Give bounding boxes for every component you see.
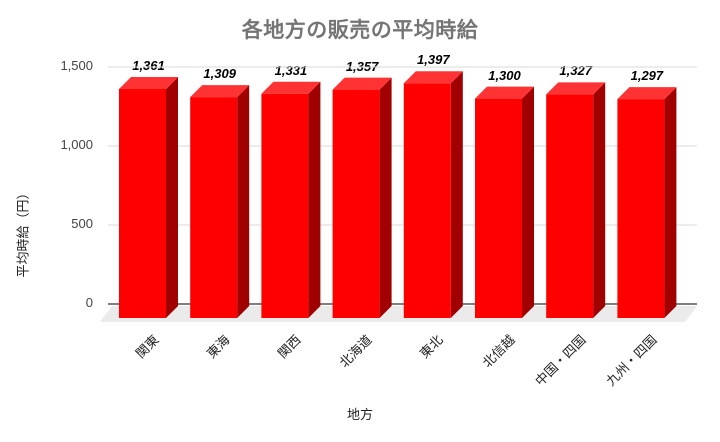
bar-value-label: 1,361	[132, 57, 165, 73]
bar-side	[237, 85, 250, 318]
bar	[261, 81, 321, 319]
bar-front	[403, 83, 451, 318]
bar-value-label: 1,357	[345, 58, 379, 74]
bar-value-label: 1,300	[488, 67, 521, 83]
bar-top	[546, 82, 606, 95]
bar-front	[119, 88, 166, 318]
bar-top	[475, 86, 534, 99]
y-tick-label: 1,500	[60, 58, 93, 73]
bar-front	[546, 94, 594, 318]
bar-side	[308, 81, 321, 319]
bar-front	[332, 89, 380, 319]
bar-side	[593, 82, 606, 318]
bar-front	[617, 99, 665, 318]
bar-value-label: 1,331	[274, 62, 308, 78]
bar	[332, 77, 392, 319]
y-tick-label: 0	[85, 295, 93, 310]
bar	[403, 71, 463, 318]
bar-value-label: 1,309	[203, 66, 236, 82]
bar-top	[119, 76, 178, 89]
bar	[475, 86, 534, 318]
bar	[546, 82, 606, 318]
chart-title: 各地方の販売の平均時給	[241, 18, 479, 42]
bar	[190, 85, 250, 318]
x-axis-title: 地方	[346, 408, 373, 423]
bar-top	[332, 77, 392, 90]
bar-top	[617, 87, 677, 100]
bar	[119, 76, 178, 318]
bar-value-label: 1,297	[630, 68, 664, 84]
bar-side	[379, 77, 392, 319]
bar-top	[261, 81, 321, 94]
chart-floor	[100, 306, 697, 322]
bar-front	[261, 93, 309, 319]
y-tick-label: 1,000	[60, 137, 93, 152]
bar-front	[190, 97, 238, 318]
bar-side	[522, 86, 534, 318]
bar-side	[664, 87, 677, 318]
bar-front	[475, 98, 522, 318]
bar-side	[450, 71, 463, 318]
bar-side	[166, 76, 178, 318]
bar	[617, 87, 677, 318]
y-tick-label: 500	[71, 216, 93, 231]
bar-top	[190, 85, 250, 98]
bar-top	[403, 71, 463, 84]
bar-value-label: 1,397	[417, 52, 450, 68]
